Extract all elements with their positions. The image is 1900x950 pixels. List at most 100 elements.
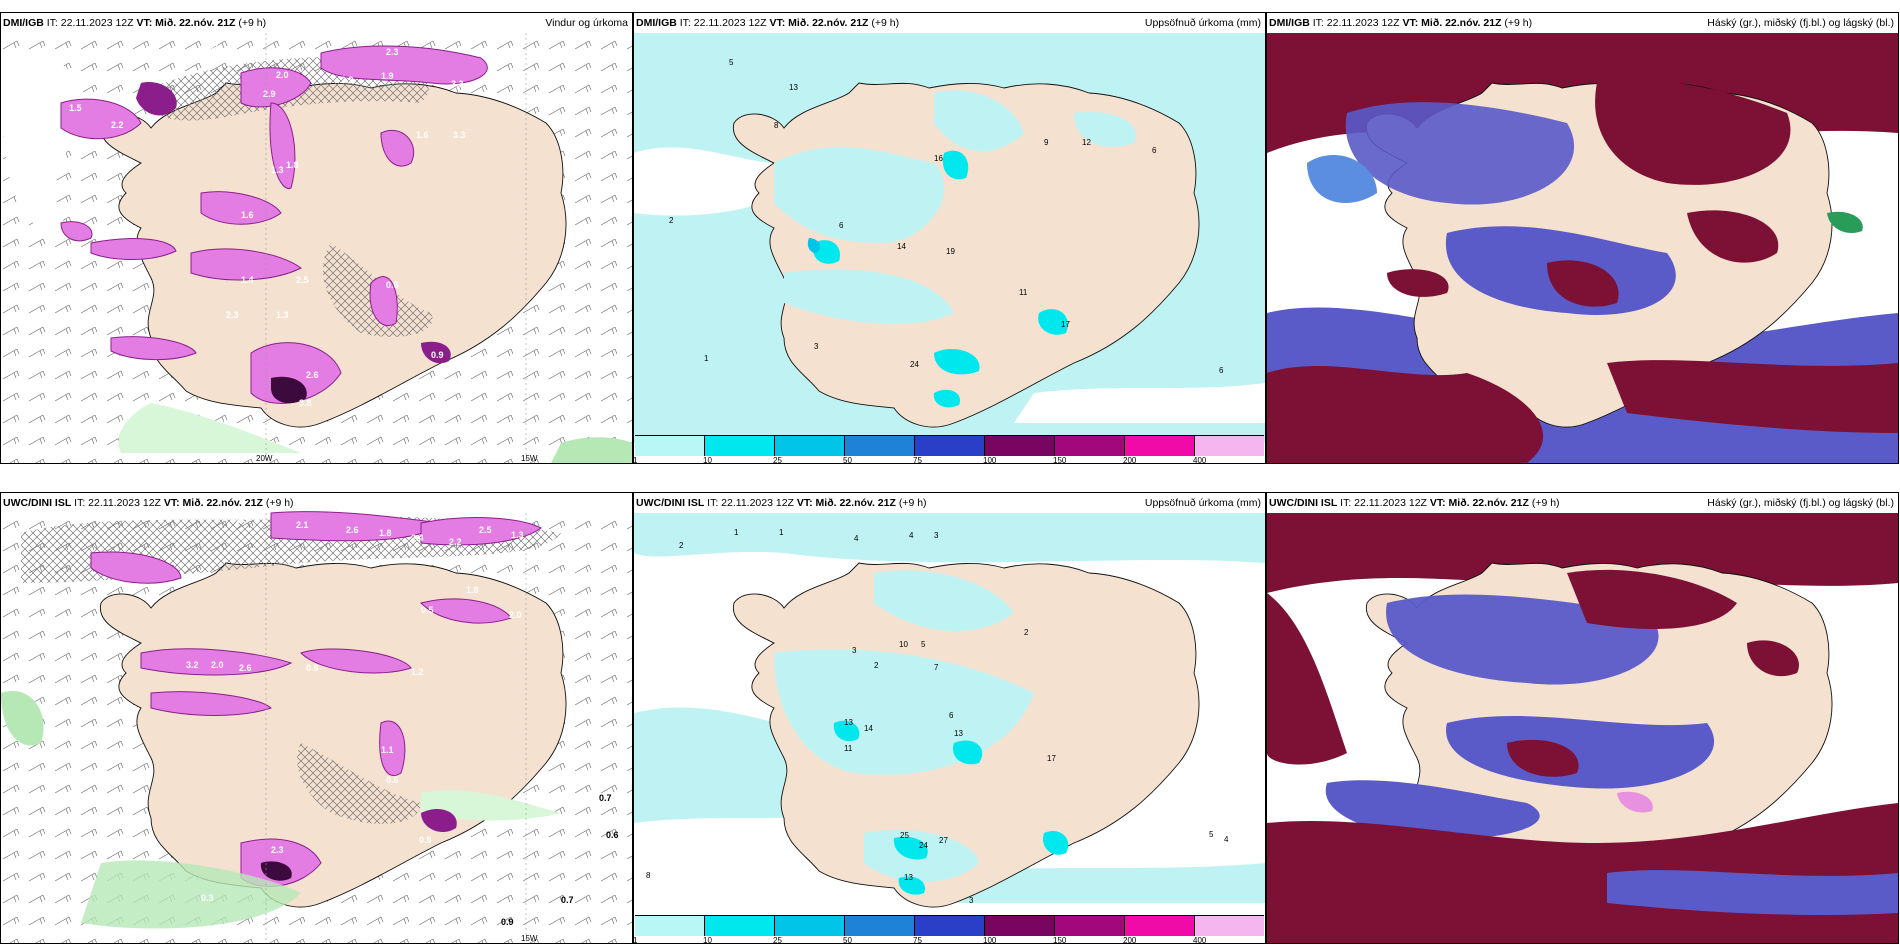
svg-text:0.3: 0.3 (226, 410, 239, 420)
colorbar-step: 50 (843, 436, 915, 463)
svg-text:2.4: 2.4 (411, 533, 424, 543)
svg-text:3: 3 (852, 646, 857, 655)
svg-text:14: 14 (897, 242, 906, 251)
svg-text:5: 5 (729, 58, 734, 67)
svg-text:5: 5 (921, 640, 926, 649)
colorbar-step: 10 (703, 916, 775, 943)
svg-text:2.6: 2.6 (306, 370, 319, 380)
svg-text:2: 2 (679, 541, 684, 550)
lon-label-15w: 15W (521, 454, 538, 463)
svg-text:0.3: 0.3 (201, 893, 214, 903)
svg-text:0.8: 0.8 (216, 510, 229, 520)
colorbar-step: 25 (773, 916, 845, 943)
svg-text:17: 17 (1047, 754, 1056, 763)
svg-text:17: 17 (1061, 320, 1070, 329)
precip-labels: 0.3 2.0 2.3 2.9 1.9 3.3 2.9 1.5 2.2 1.6 … (69, 41, 466, 420)
colorbar-step: 100 (983, 916, 1055, 943)
svg-text:3: 3 (934, 531, 939, 540)
svg-text:0.9: 0.9 (501, 917, 514, 927)
colorbar-step: 75 (913, 436, 985, 463)
cloud-fields (1267, 569, 1898, 943)
svg-text:8: 8 (774, 121, 779, 130)
svg-text:5: 5 (1209, 830, 1214, 839)
svg-text:16: 16 (934, 154, 943, 163)
colorbar-step: 100 (983, 436, 1055, 463)
svg-text:0.7: 0.7 (561, 895, 574, 905)
svg-text:0.3: 0.3 (206, 41, 219, 51)
svg-text:0.7: 0.7 (599, 793, 612, 803)
precip-fill (774, 90, 1136, 408)
svg-text:6: 6 (1219, 366, 1224, 375)
colorbar-step: 200 (1123, 436, 1195, 463)
svg-text:24: 24 (910, 360, 919, 369)
svg-text:13: 13 (789, 83, 798, 92)
svg-text:1.1: 1.1 (381, 745, 394, 755)
svg-text:0.6: 0.6 (306, 663, 319, 673)
svg-text:2.3: 2.3 (271, 845, 284, 855)
svg-text:1: 1 (734, 528, 739, 537)
svg-text:1.6: 1.6 (416, 130, 429, 140)
lon-label-20w: 20W (256, 454, 273, 463)
panel-header: UWC/DINI ISL IT: 22.11.2023 12Z VT: Mið.… (1269, 497, 1894, 509)
svg-text:3.2: 3.2 (186, 660, 199, 670)
accum-labels: 5 13 8 16 9 12 6 2 6 14 19 11 3 1 24 17 … (669, 58, 1224, 375)
panel-uwc-wind-precip: UWC/DINI ISL IT: 22.11.2023 12Z VT: Mið.… (0, 492, 633, 944)
svg-text:2: 2 (669, 216, 674, 225)
svg-text:3.8: 3.8 (299, 398, 312, 408)
svg-text:7: 7 (934, 663, 939, 672)
colorbar-step: 75 (913, 916, 985, 943)
svg-text:1.5: 1.5 (69, 103, 82, 113)
svg-text:0.6: 0.6 (386, 280, 399, 290)
accum-precip-map: 2 1 1 4 3 4 2 3 10 5 2 7 6 13 14 13 11 1… (634, 513, 1265, 923)
cloud-cover-map (1267, 33, 1898, 463)
wind-precip-map: 0.3 2.0 2.3 2.9 1.9 3.3 2.9 1.5 2.2 1.6 … (1, 33, 632, 463)
svg-text:2.0: 2.0 (509, 610, 522, 620)
svg-text:2.9: 2.9 (263, 89, 276, 99)
svg-text:1.9: 1.9 (381, 71, 394, 81)
panel-uwc-clouds: UWC/DINI ISL IT: 22.11.2023 12Z VT: Mið.… (1266, 492, 1899, 944)
svg-text:1.4: 1.4 (241, 275, 254, 285)
panel-header: UWC/DINI ISL IT: 22.11.2023 12Z VT: Mið.… (636, 497, 1261, 509)
svg-text:10: 10 (899, 640, 908, 649)
svg-text:3: 3 (969, 896, 974, 905)
svg-text:19: 19 (946, 247, 955, 256)
svg-text:2.6: 2.6 (346, 525, 359, 535)
svg-text:0.9: 0.9 (431, 350, 444, 360)
accum-labels: 2 1 1 4 3 4 2 3 10 5 2 7 6 13 14 13 11 1… (646, 528, 1229, 905)
lon-label-15w: 15W (521, 934, 538, 943)
svg-text:0.5: 0.5 (421, 605, 434, 615)
svg-text:4: 4 (1224, 835, 1229, 844)
svg-text:11: 11 (1019, 288, 1028, 297)
svg-text:0.3: 0.3 (236, 515, 249, 525)
svg-text:0.9: 0.9 (419, 835, 432, 845)
colorbar-step: 25 (773, 436, 845, 463)
svg-text:4: 4 (854, 534, 859, 543)
svg-text:2.0: 2.0 (276, 70, 289, 80)
svg-text:3.3: 3.3 (451, 79, 464, 89)
precip-colorbar: 1 10 25 50 75 100 150 200 400 (634, 915, 1264, 943)
svg-text:1.3: 1.3 (276, 310, 289, 320)
svg-text:1.8: 1.8 (379, 528, 392, 538)
svg-text:6: 6 (839, 221, 844, 230)
panel-header: UWC/DINI ISL IT: 22.11.2023 12Z VT: Mið.… (3, 497, 294, 509)
svg-text:14: 14 (864, 724, 873, 733)
svg-text:2.3: 2.3 (226, 310, 239, 320)
colorbar-step: 1 (634, 436, 705, 463)
cloud-fields (1267, 80, 1898, 463)
svg-text:0.6: 0.6 (606, 830, 619, 840)
svg-text:0.6: 0.6 (386, 775, 399, 785)
precip-colorbar: 1 10 25 50 75 100 150 200 400 (634, 435, 1264, 463)
svg-text:1.8: 1.8 (286, 160, 299, 170)
svg-text:13: 13 (954, 729, 963, 738)
svg-text:1.2: 1.2 (411, 667, 424, 677)
svg-text:1.6: 1.6 (241, 210, 254, 220)
svg-text:2: 2 (874, 661, 879, 670)
svg-text:11: 11 (844, 744, 853, 753)
svg-text:2.6: 2.6 (239, 663, 252, 673)
svg-text:1: 1 (704, 354, 709, 363)
colorbar-step: 200 (1123, 916, 1195, 943)
svg-text:1.3: 1.3 (511, 530, 524, 540)
colorbar-step: 150 (1053, 436, 1125, 463)
panel-dmi-accum-precip: DMI/IGB IT: 22.11.2023 12Z VT: Mið. 22.n… (633, 12, 1266, 464)
wind-precip-map: 0.8 0.3 2.1 1.8 2.2 2.4 2.6 2.5 1.3 3.2 … (1, 510, 632, 943)
